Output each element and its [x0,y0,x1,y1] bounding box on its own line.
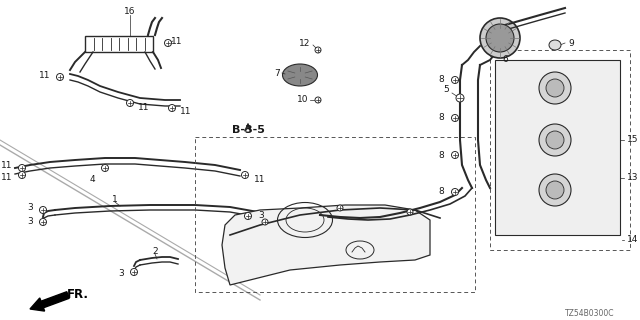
Circle shape [480,18,520,58]
Circle shape [451,188,458,196]
Text: 11: 11 [1,162,12,171]
Text: 3: 3 [118,268,124,277]
Circle shape [337,205,343,211]
Bar [490,50,630,250]
Text: 5: 5 [444,85,449,94]
Text: 11: 11 [254,174,266,183]
Text: 13: 13 [627,173,639,182]
Circle shape [546,79,564,97]
Text: 11: 11 [1,172,12,181]
Circle shape [451,151,458,158]
Circle shape [456,94,464,102]
Circle shape [19,164,26,172]
Text: 11: 11 [138,102,150,111]
Text: 7: 7 [275,68,280,77]
Circle shape [168,105,175,111]
Bar [195,137,475,292]
Circle shape [539,72,571,104]
Text: 11: 11 [172,36,183,45]
Text: 14: 14 [627,236,638,244]
Circle shape [546,181,564,199]
Text: 2: 2 [152,247,158,257]
Circle shape [546,131,564,149]
Text: 8: 8 [438,150,444,159]
Text: 8: 8 [438,76,444,84]
Circle shape [539,124,571,156]
Circle shape [127,100,134,107]
Text: 3: 3 [28,204,33,212]
Circle shape [40,206,47,213]
Polygon shape [222,205,430,285]
Circle shape [451,76,458,84]
Circle shape [244,212,252,220]
Circle shape [407,209,413,215]
Ellipse shape [549,40,561,50]
Text: 16: 16 [124,7,136,17]
Circle shape [539,174,571,206]
Ellipse shape [282,64,317,86]
Text: 12: 12 [299,39,310,49]
Circle shape [56,74,63,81]
Text: FR.: FR. [67,287,89,300]
Text: 10: 10 [296,95,308,105]
Circle shape [315,47,321,53]
Circle shape [19,172,26,179]
Text: 11: 11 [180,108,191,116]
Circle shape [315,97,321,103]
Circle shape [131,268,138,276]
Circle shape [40,219,47,226]
Text: TZ54B0300C: TZ54B0300C [565,308,615,317]
Circle shape [262,219,268,225]
Text: 6: 6 [502,55,508,65]
Text: 8: 8 [438,188,444,196]
Text: 11: 11 [38,71,50,81]
Bar [495,60,620,235]
Circle shape [102,164,109,172]
Circle shape [451,115,458,122]
Text: 3: 3 [28,218,33,227]
Text: B-3-5: B-3-5 [232,125,264,135]
Text: 4: 4 [90,175,95,185]
Text: 15: 15 [627,135,639,145]
Text: 3: 3 [258,212,264,220]
Circle shape [486,24,514,52]
Text: 9: 9 [568,38,573,47]
Text: 8: 8 [438,114,444,123]
Text: 1: 1 [112,196,118,204]
Bar [85,36,153,52]
Circle shape [241,172,248,179]
FancyArrow shape [30,292,69,311]
Circle shape [164,39,172,46]
